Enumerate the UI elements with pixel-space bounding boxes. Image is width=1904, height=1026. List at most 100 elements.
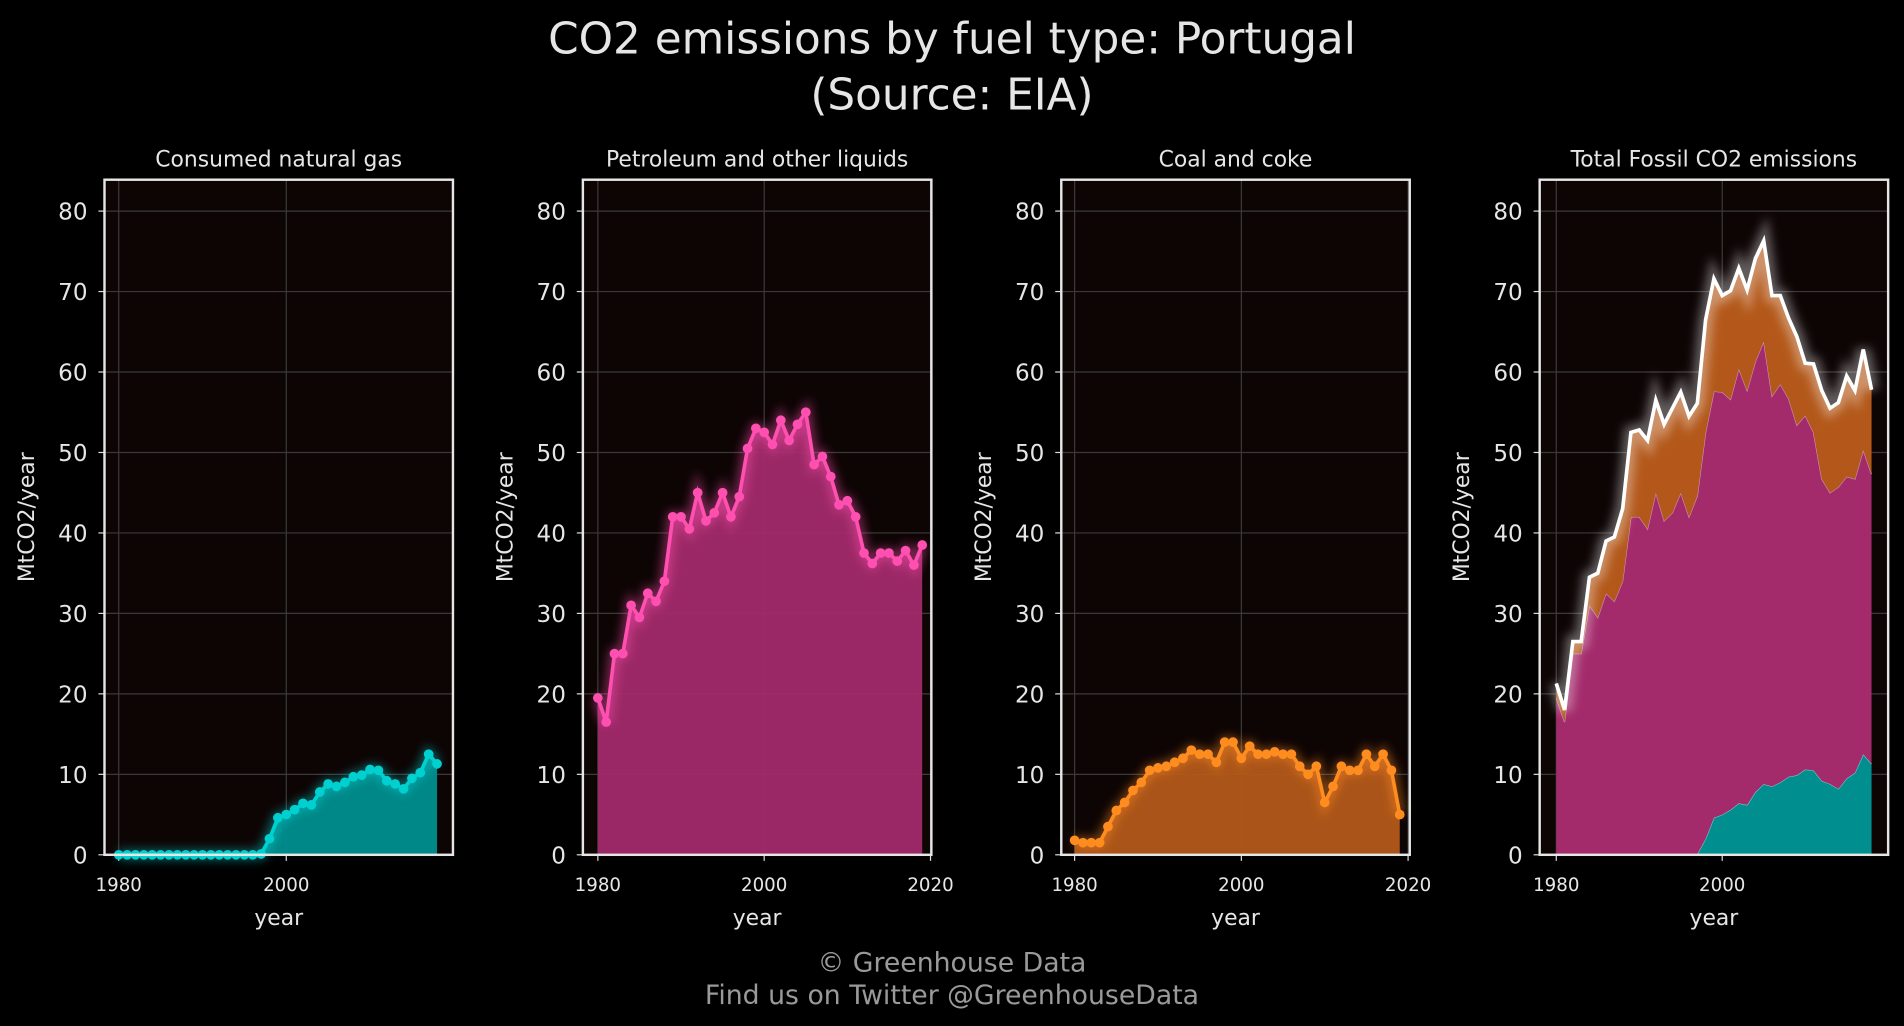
y-tick-label: 20 [1493, 682, 1522, 708]
point [767, 439, 778, 450]
point [817, 451, 828, 462]
panel: Coal and coke MtCO2/year year 0 10 20 30 40 50 60… [972, 147, 1431, 931]
x-tick-label: 1980 [96, 875, 142, 896]
point [742, 443, 753, 454]
y-tick-label: 70 [58, 280, 87, 306]
plot-frame [103, 178, 455, 857]
point [1353, 765, 1363, 776]
point [365, 764, 375, 775]
point [909, 560, 919, 570]
point [264, 833, 275, 844]
point [601, 717, 612, 727]
y-tick-label: 30 [537, 602, 566, 628]
point [314, 787, 325, 797]
y-tick-label: 40 [58, 521, 87, 547]
y-tick-label: 80 [58, 200, 87, 226]
point [356, 770, 367, 780]
point [726, 511, 736, 522]
point [667, 511, 678, 522]
point [1203, 749, 1213, 760]
point [884, 548, 894, 558]
y-axis-label: MtCO2/year [972, 452, 997, 582]
point [373, 765, 384, 776]
y-tick-label: 10 [1015, 763, 1044, 789]
y-tick-label: 10 [58, 763, 87, 789]
point [784, 435, 794, 446]
x-axis-label: year [1211, 906, 1260, 931]
point [1094, 837, 1105, 848]
point [331, 781, 342, 792]
point [701, 516, 711, 526]
point [792, 419, 803, 430]
title: CO2 emissions by fuel type: Portugal [548, 13, 1356, 64]
x-tick-label: 2000 [1218, 875, 1264, 896]
y-tick-label: 50 [537, 441, 566, 467]
point [1086, 837, 1097, 848]
point [1319, 797, 1330, 808]
y-tick-label: 60 [58, 361, 87, 387]
x-axis-label: year [1690, 906, 1739, 931]
point [892, 556, 903, 566]
plot-frame [581, 178, 933, 857]
point [306, 800, 317, 810]
point [1228, 737, 1238, 748]
point [1394, 809, 1405, 820]
panel: Petroleum and other liquids MtCO2/year yea… [493, 147, 953, 931]
y-tick-label: 30 [1015, 602, 1044, 628]
point [1378, 749, 1388, 760]
point [289, 804, 300, 815]
point [407, 773, 417, 784]
y-tick-label: 60 [1493, 361, 1522, 387]
x-tick-label: 1980 [575, 875, 621, 896]
point [642, 588, 653, 599]
point [684, 524, 695, 534]
y-axis-label: MtCO2/year [15, 452, 40, 582]
x-axis-label: year [733, 906, 782, 931]
y-tick-label: 30 [1493, 602, 1522, 628]
point [298, 798, 308, 809]
panel: Consumed natural gas MtCO2/year year 0 10 20 3… [15, 147, 455, 931]
point [1303, 769, 1313, 780]
point [348, 771, 359, 782]
point [875, 548, 886, 558]
title: (Source: EIA) [810, 69, 1093, 120]
y-tick-label: 60 [537, 361, 566, 387]
plot-frame [1538, 178, 1890, 857]
stack-area [1556, 240, 1872, 723]
point [717, 487, 728, 498]
point [751, 423, 761, 434]
point [609, 648, 620, 659]
y-tick-label: 40 [1493, 521, 1522, 547]
panel-title: Coal and coke [1159, 147, 1313, 172]
point [1186, 745, 1197, 756]
point [1153, 763, 1163, 773]
point [273, 812, 283, 823]
point [1219, 737, 1230, 748]
y-tick-label: 40 [537, 521, 566, 547]
stack-area [1556, 341, 1872, 855]
point [1269, 746, 1280, 757]
footer: © Greenhouse Data [818, 947, 1087, 978]
y-tick-label: 50 [1493, 441, 1522, 467]
y-tick-label: 0 [1030, 843, 1045, 869]
point [1178, 753, 1188, 764]
panel-title: Consumed natural gas [155, 147, 402, 172]
point [1211, 757, 1222, 768]
x-tick-label: 2000 [1699, 875, 1745, 896]
point [1344, 765, 1355, 776]
y-tick-label: 20 [58, 682, 87, 708]
point [381, 775, 392, 786]
point [617, 648, 628, 659]
point [825, 471, 836, 482]
y-tick-label: 60 [1015, 361, 1044, 387]
point [415, 767, 426, 778]
y-tick-label: 40 [1015, 521, 1044, 547]
point [1261, 749, 1272, 760]
y-tick-label: 50 [1015, 441, 1044, 467]
point [634, 612, 645, 623]
plot-frame [1060, 178, 1411, 857]
y-tick-label: 70 [537, 280, 566, 306]
point [1069, 835, 1080, 846]
point [1236, 753, 1247, 764]
